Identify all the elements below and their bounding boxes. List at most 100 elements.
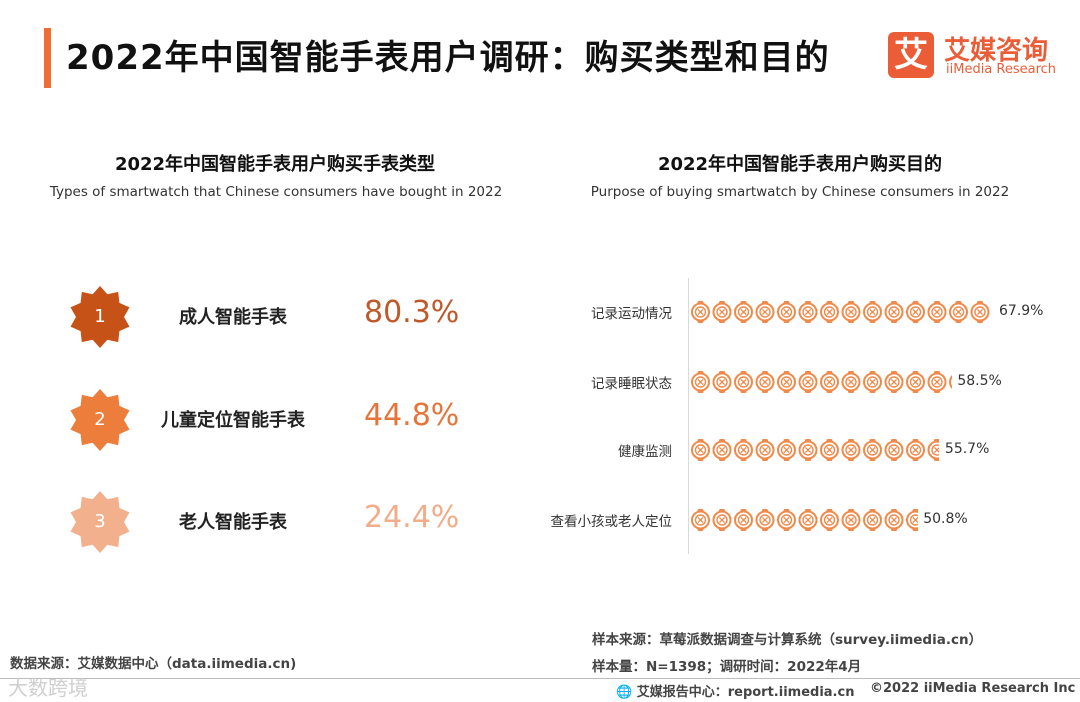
- rank-badge-icon: [70, 286, 130, 348]
- watch-icon: [798, 371, 818, 393]
- purpose-label: 健康监测: [618, 444, 672, 460]
- watch-icon: [884, 439, 904, 461]
- watch-icon: [755, 439, 775, 461]
- watch-icon: [734, 371, 753, 393]
- watch-icon: [884, 371, 904, 393]
- watermark: 大数跨境: [8, 676, 88, 700]
- page-title: 2022年中国智能手表用户调研：购买类型和目的: [66, 38, 830, 78]
- footer-copyright: ©2022 iiMedia Research Inc: [870, 681, 1076, 696]
- watch-icon: [927, 371, 947, 393]
- purpose-label: 记录运动情况: [591, 306, 672, 322]
- right-chart-title: 2022年中国智能手表用户购买目的: [657, 154, 943, 175]
- watch-icon: [798, 439, 818, 461]
- purpose-row: 健康监测 55.7%: [500, 435, 1075, 465]
- watch-icon: [949, 375, 952, 389]
- chart-axis-line: [688, 278, 689, 554]
- watch-icon: [712, 371, 732, 393]
- type-label: 老人智能手表: [179, 512, 287, 533]
- watch-icon: [691, 509, 710, 531]
- watch-icon: [712, 301, 732, 323]
- watch-icon: [734, 301, 753, 323]
- pictogram-bar: [691, 439, 939, 461]
- type-percentage: 44.8%: [364, 398, 460, 433]
- title-accent-bar: [44, 28, 51, 88]
- watch-icon: [755, 371, 775, 393]
- watch-icon: [798, 301, 818, 323]
- type-percentage: 80.3%: [364, 295, 460, 330]
- right-chart-subtitle: Purpose of buying smartwatch by Chinese …: [590, 184, 1010, 200]
- watch-icon: [863, 371, 882, 393]
- rank-number: 3: [94, 511, 106, 532]
- watch-icon: [927, 439, 939, 461]
- watch-icon: [863, 439, 882, 461]
- watch-icon: [906, 439, 925, 461]
- purpose-value: 50.8%: [923, 511, 968, 527]
- watch-icon: [841, 509, 861, 531]
- watch-icon: [949, 301, 968, 323]
- purpose-label: 查看小孩或老人定位: [550, 514, 673, 530]
- sample-size-note: 样本量：N=1398；调研时间：2022年4月: [592, 659, 862, 675]
- purpose-value: 58.5%: [957, 373, 1002, 389]
- purpose-value: 55.7%: [944, 441, 990, 457]
- logo-name-cn: 艾媒咨询: [944, 36, 1049, 66]
- watch-icon: [820, 509, 839, 531]
- watch-icon: [906, 301, 925, 323]
- watch-icon: [691, 371, 710, 393]
- logo-name-en: iiMedia Research: [946, 62, 1057, 77]
- type-percentage: 24.4%: [364, 500, 460, 535]
- watch-icon: [820, 439, 839, 461]
- watch-icon: [712, 439, 732, 461]
- pictogram-bar: [691, 301, 990, 323]
- report-center-text[interactable]: 艾媒报告中心：report.iimedia.cn: [636, 685, 855, 700]
- type-row: 1 成人智能手表 80.3%: [68, 285, 488, 349]
- watch-icon: [863, 509, 882, 531]
- watch-icon: [884, 509, 904, 531]
- logo-icon: 艾: [888, 32, 934, 78]
- watch-icon: [863, 301, 882, 323]
- watch-icon: [755, 509, 775, 531]
- rank-badge-icon: [70, 491, 130, 553]
- left-chart-title: 2022年中国智能手表用户购买手表类型: [114, 154, 436, 175]
- globe-icon: 🌐: [616, 685, 633, 700]
- type-row: 2 儿童定位智能手表 44.8%: [68, 388, 488, 452]
- watch-icon: [927, 301, 947, 323]
- watch-icon: [777, 439, 796, 461]
- watch-icon: [841, 439, 861, 461]
- rank-badge-icon: [70, 389, 130, 451]
- watch-icon: [755, 301, 775, 323]
- left-chart-subtitle: Types of smartwatch that Chinese consume…: [49, 184, 503, 200]
- pictogram-bar: [691, 509, 918, 531]
- watch-icon: [777, 301, 796, 323]
- watch-icon: [820, 301, 839, 323]
- watch-icon: [712, 509, 732, 531]
- watch-icon: [906, 509, 918, 531]
- watch-icon: [841, 301, 861, 323]
- watch-icon: [691, 439, 710, 461]
- rank-number: 2: [94, 409, 106, 430]
- type-label: 儿童定位智能手表: [161, 410, 305, 431]
- purpose-row: 记录运动情况 67.9%: [500, 297, 1075, 327]
- watch-icon: [777, 509, 796, 531]
- purpose-row: 查看小孩或老人定位 50.8%: [500, 505, 1075, 535]
- watch-icon: [691, 301, 710, 323]
- rank-number: 1: [94, 306, 106, 327]
- watch-icon: [970, 301, 990, 323]
- watch-icon: [777, 371, 796, 393]
- watch-icon: [798, 509, 818, 531]
- sample-source-note: 样本来源：草莓派数据调查与计算系统（survey.iimedia.cn）: [592, 632, 983, 648]
- data-source-note: 数据来源：艾媒数据中心（data.iimedia.cn): [10, 656, 297, 672]
- footer-divider: [0, 678, 1080, 679]
- type-row: 3 老人智能手表 24.4%: [68, 490, 488, 554]
- watch-icon: [734, 509, 753, 531]
- watch-icon: [820, 371, 839, 393]
- pictogram-bar: [691, 371, 952, 393]
- type-label: 成人智能手表: [179, 307, 287, 328]
- purpose-label: 记录睡眠状态: [591, 376, 672, 392]
- watch-icon: [841, 371, 861, 393]
- footer-report-center: 🌐 艾媒报告中心：report.iimedia.cn: [616, 681, 854, 700]
- watch-icon: [734, 439, 753, 461]
- watch-icon: [906, 371, 925, 393]
- brand-logo: 艾 艾媒咨询 iiMedia Research: [888, 30, 1066, 82]
- purpose-value: 67.9%: [999, 303, 1044, 319]
- watch-icon: [884, 301, 904, 323]
